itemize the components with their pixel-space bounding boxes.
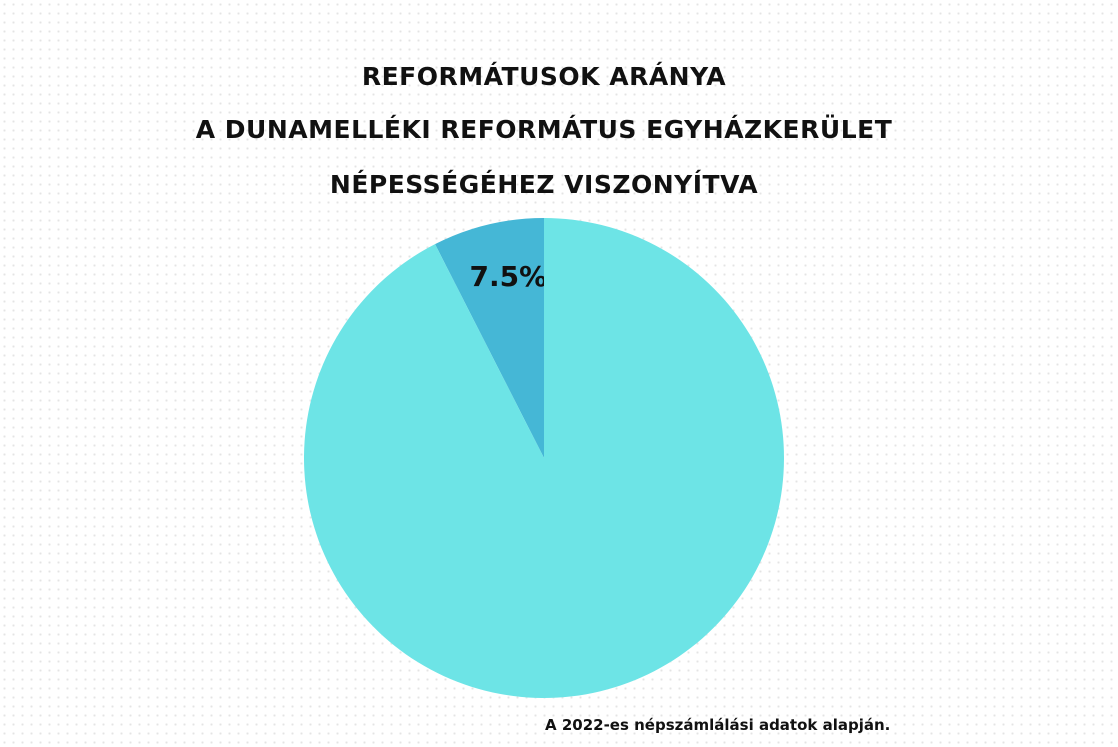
source-note: A 2022-es népszámlálási adatok alapján. <box>545 716 891 734</box>
pie-slice-1 <box>304 218 784 698</box>
chart-title-line-1: Reformátusok aránya <box>361 62 727 91</box>
chart-title-line-2: a Dunamelléki Református Egyházkerület <box>195 115 893 144</box>
pie-slice-0 <box>435 218 544 458</box>
pie-slice-label-0: 7.5% <box>469 260 547 293</box>
chart-title-line-3: népességéhez viszonyítva <box>329 170 759 199</box>
